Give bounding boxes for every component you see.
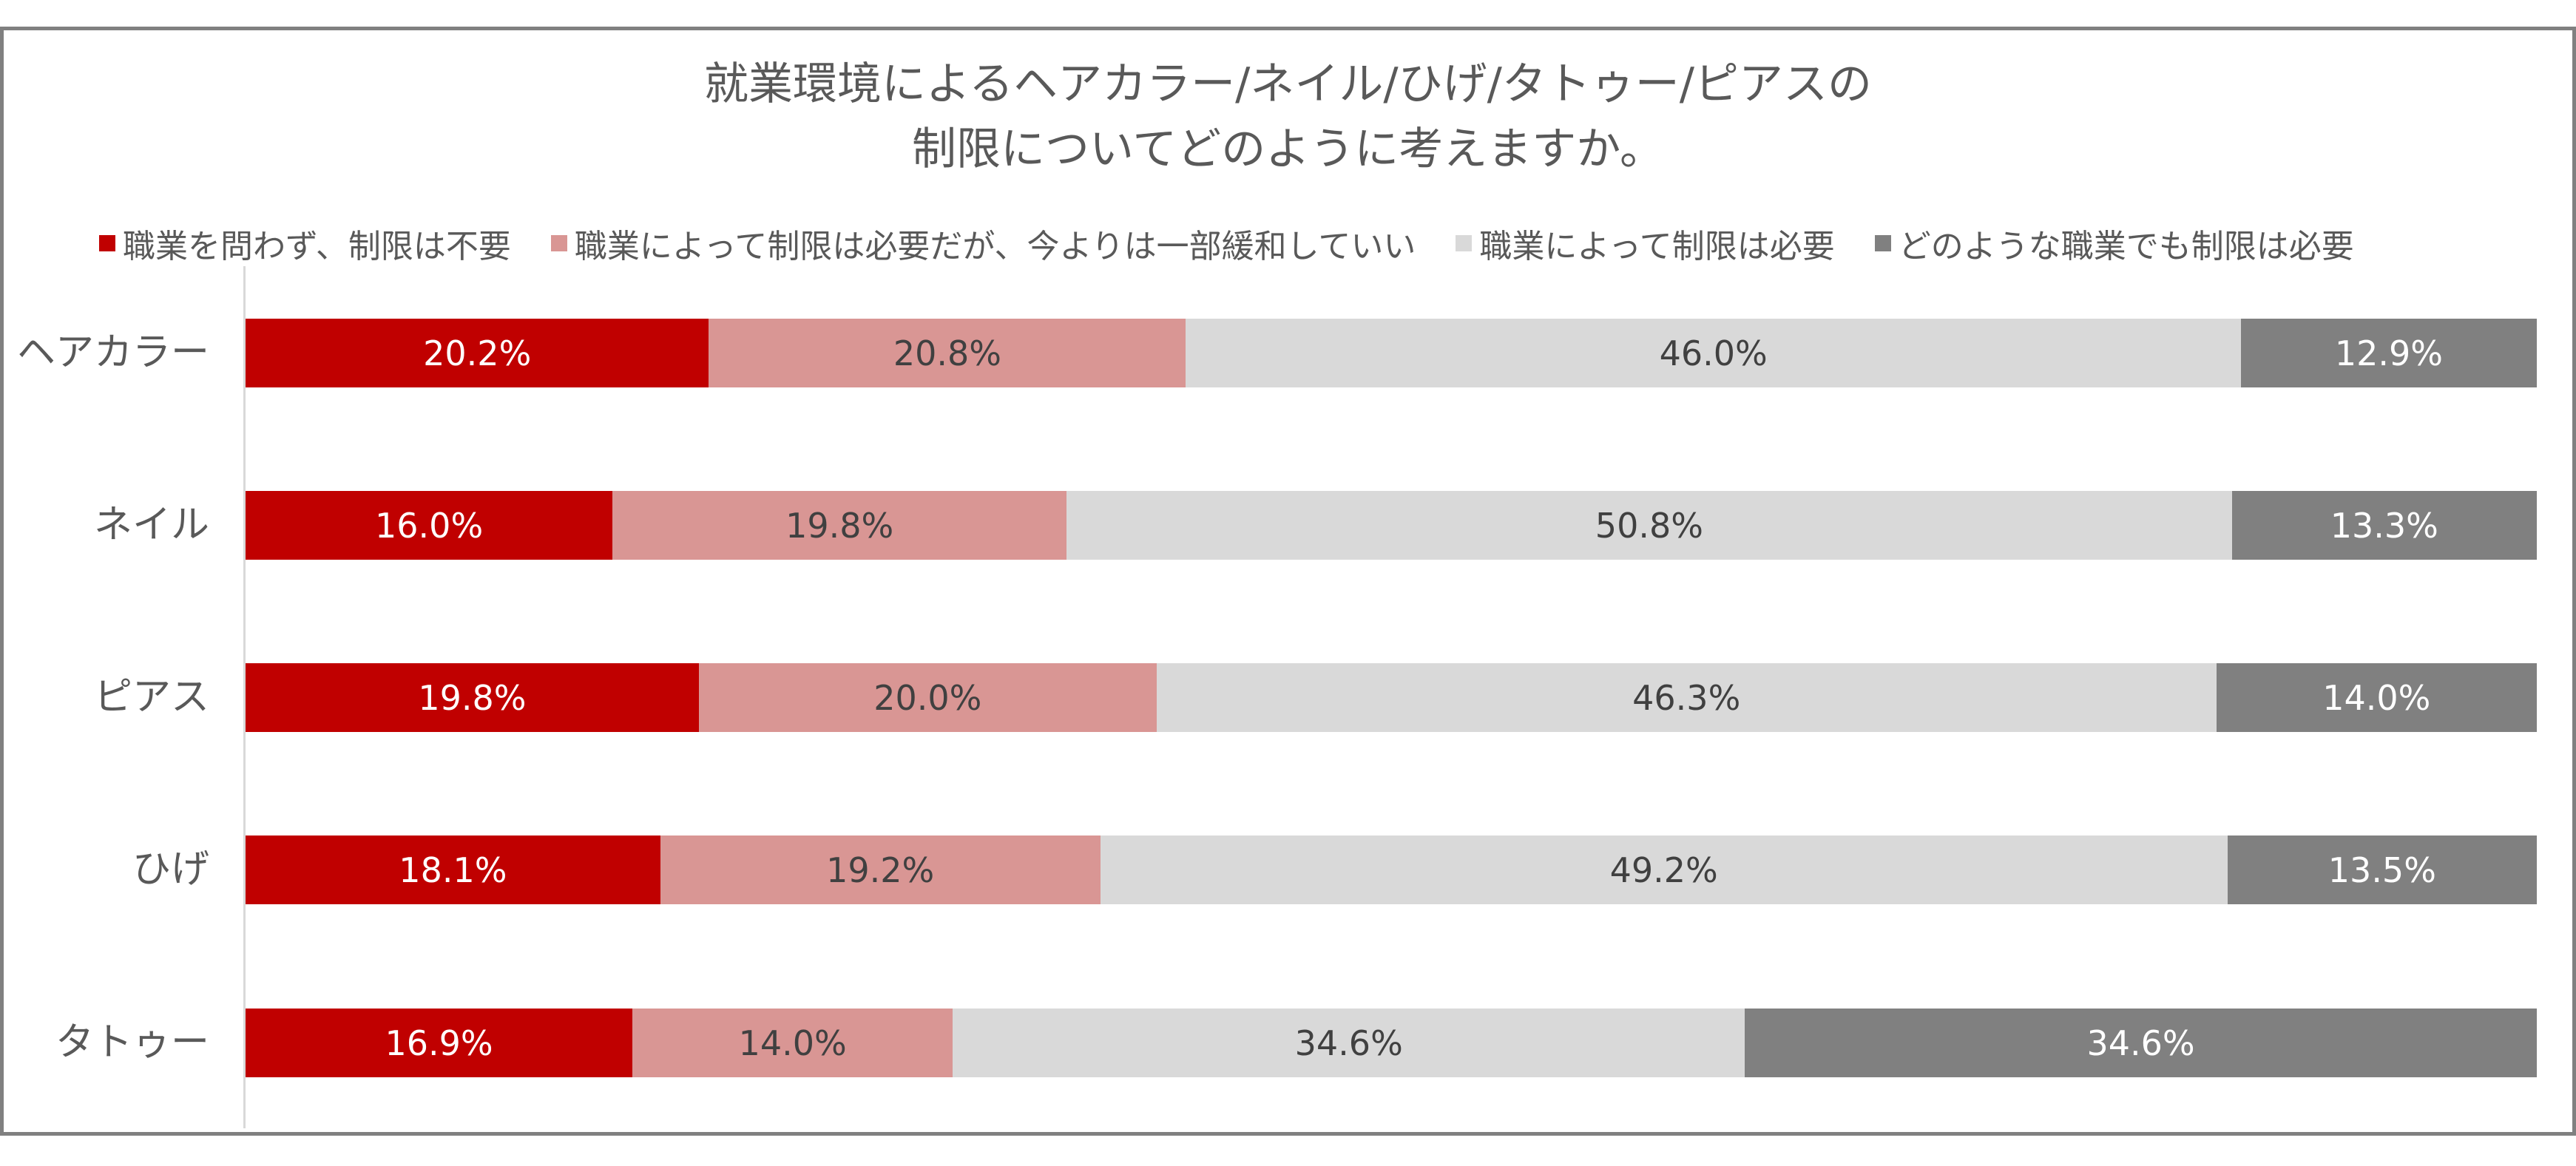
bar-segment: 50.8% — [1066, 491, 2232, 560]
bar-segment: 20.8% — [709, 319, 1186, 387]
data-label: 46.3% — [1632, 677, 1741, 718]
stacked-bar: 20.2% 20.8% 46.0% 12.9% — [246, 319, 2537, 387]
legend-label: どのような職業でも制限は必要 — [1898, 228, 2354, 265]
bar-segment: 16.9% — [246, 1009, 633, 1077]
bar-segment: 46.0% — [1186, 319, 2241, 387]
data-label: 13.5% — [2327, 850, 2436, 890]
data-label: 14.0% — [2322, 677, 2431, 718]
bar-row: ひげ 18.1% 19.2% 49.2% 13.5% — [0, 835, 2576, 904]
legend-item: 職業によって制限は必要だが、今よりは一部緩和していい — [550, 220, 1416, 267]
legend-label: 職業によって制限は必要だが、今よりは一部緩和していい — [574, 228, 1416, 265]
bar-segment: 34.6% — [1745, 1009, 2537, 1077]
bar-segment: 20.0% — [698, 663, 1157, 732]
legend-item: 職業を問わず、制限は不要 — [99, 220, 511, 267]
data-label: 46.0% — [1659, 333, 1768, 373]
legend-swatch-icon — [1456, 235, 1473, 251]
bar-segment: 20.2% — [246, 319, 709, 387]
bar-segment: 19.8% — [612, 491, 1067, 560]
data-label: 16.9% — [385, 1023, 493, 1063]
bar-row: タトゥー 16.9% 14.0% 34.6% 34.6% — [0, 1009, 2576, 1077]
data-label: 20.0% — [873, 677, 982, 718]
legend-label: 職業を問わず、制限は不要 — [123, 228, 511, 265]
category-axis-line — [243, 266, 246, 1128]
data-label: 34.6% — [1294, 1023, 1403, 1063]
stacked-bar: 16.9% 14.0% 34.6% 34.6% — [246, 1009, 2537, 1077]
stacked-bar: 18.1% 19.2% 49.2% 13.5% — [246, 835, 2537, 904]
category-label: ネイル — [93, 503, 209, 547]
category-label: ピアス — [93, 675, 209, 719]
legend-swatch-icon — [1874, 235, 1891, 251]
bar-segment: 19.8% — [246, 663, 699, 732]
bar-row: ヘアカラー 20.2% 20.8% 46.0% 12.9% — [0, 319, 2576, 387]
stacked-bar: 16.0% 19.8% 50.8% 13.3% — [246, 491, 2537, 560]
stacked-bar: 19.8% 20.0% 46.3% 14.0% — [246, 663, 2537, 732]
data-label: 19.8% — [785, 505, 894, 546]
legend-item: どのような職業でも制限は必要 — [1874, 220, 2354, 267]
bar-segment: 46.3% — [1156, 663, 2217, 732]
category-label: ひげ — [132, 847, 209, 892]
bar-segment: 34.6% — [953, 1009, 1745, 1077]
data-label: 20.8% — [893, 333, 1001, 373]
chart-frame — [0, 27, 2576, 1136]
data-label: 12.9% — [2334, 333, 2444, 373]
category-label: タトゥー — [55, 1020, 209, 1065]
bar-segment: 18.1% — [246, 835, 660, 904]
data-label: 14.0% — [738, 1023, 847, 1063]
bar-segment: 13.3% — [2231, 491, 2537, 560]
legend: 職業を問わず、制限は不要 職業によって制限は必要だが、今よりは一部緩和していい 職業… — [99, 219, 2394, 268]
legend-swatch-icon — [550, 235, 567, 251]
data-label: 34.6% — [2086, 1023, 2195, 1063]
bar-segment: 49.2% — [1100, 835, 2228, 904]
data-label: 49.2% — [1609, 850, 1718, 890]
data-label: 50.8% — [1595, 505, 1703, 546]
data-label: 13.3% — [2330, 505, 2438, 546]
bar-segment: 14.0% — [632, 1009, 953, 1077]
legend-item: 職業によって制限は必要 — [1456, 220, 1835, 267]
data-label: 19.8% — [418, 677, 527, 718]
data-label: 20.2% — [423, 333, 532, 373]
bar-segment: 12.9% — [2240, 319, 2537, 387]
chart-title-line2: 制限についてどのように考えますか。 — [912, 123, 1664, 175]
bar-row: ピアス 19.8% 20.0% 46.3% 14.0% — [0, 663, 2576, 732]
legend-swatch-icon — [99, 235, 115, 251]
bar-row: ネイル 16.0% 19.8% 50.8% 13.3% — [0, 491, 2576, 560]
chart-title: 就業環境によるヘアカラー/ネイル/ひげ/タトゥー/ピアスの 制限についてどのよう… — [0, 52, 2576, 182]
legend-label: 職業によって制限は必要 — [1479, 228, 1835, 265]
bar-segment: 16.0% — [246, 491, 613, 560]
bar-segment: 14.0% — [2216, 663, 2537, 732]
bar-segment: 19.2% — [660, 835, 1101, 904]
bar-segment: 13.5% — [2227, 835, 2537, 904]
chart-title-line1: 就業環境によるヘアカラー/ネイル/ひげ/タトゥー/ピアスの — [703, 58, 1873, 110]
data-label: 19.2% — [826, 850, 935, 890]
data-label: 16.0% — [375, 505, 484, 546]
category-label: ヘアカラー — [16, 331, 209, 375]
data-label: 18.1% — [399, 850, 507, 890]
